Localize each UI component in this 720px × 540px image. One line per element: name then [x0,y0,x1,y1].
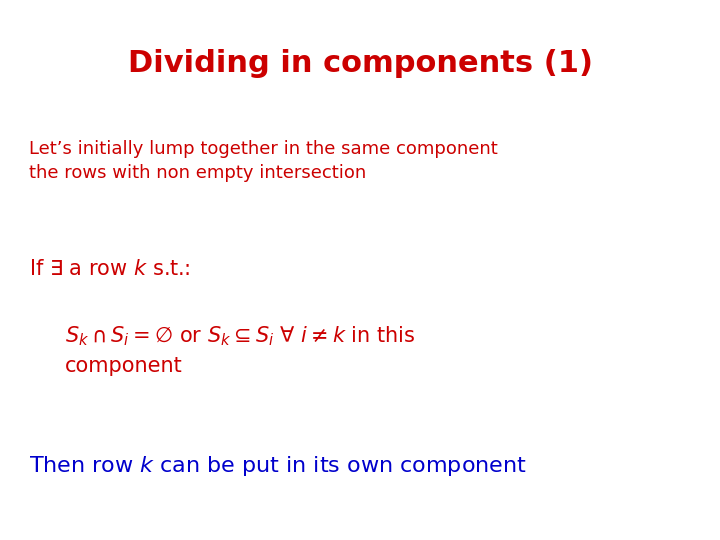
Text: Let’s initially lump together in the same component
the rows with non empty inte: Let’s initially lump together in the sam… [29,140,498,182]
Text: Then row $k$ can be put in its own component: Then row $k$ can be put in its own compo… [29,454,526,477]
Text: $S_k \cap S_i = \varnothing$ or $S_k \subseteq S_i\ \forall\ i \neq k$ in this
c: $S_k \cap S_i = \varnothing$ or $S_k \su… [65,324,415,376]
Text: If $\exists$ a row $k$ s.t.:: If $\exists$ a row $k$ s.t.: [29,259,190,279]
Text: Dividing in components (1): Dividing in components (1) [127,49,593,78]
